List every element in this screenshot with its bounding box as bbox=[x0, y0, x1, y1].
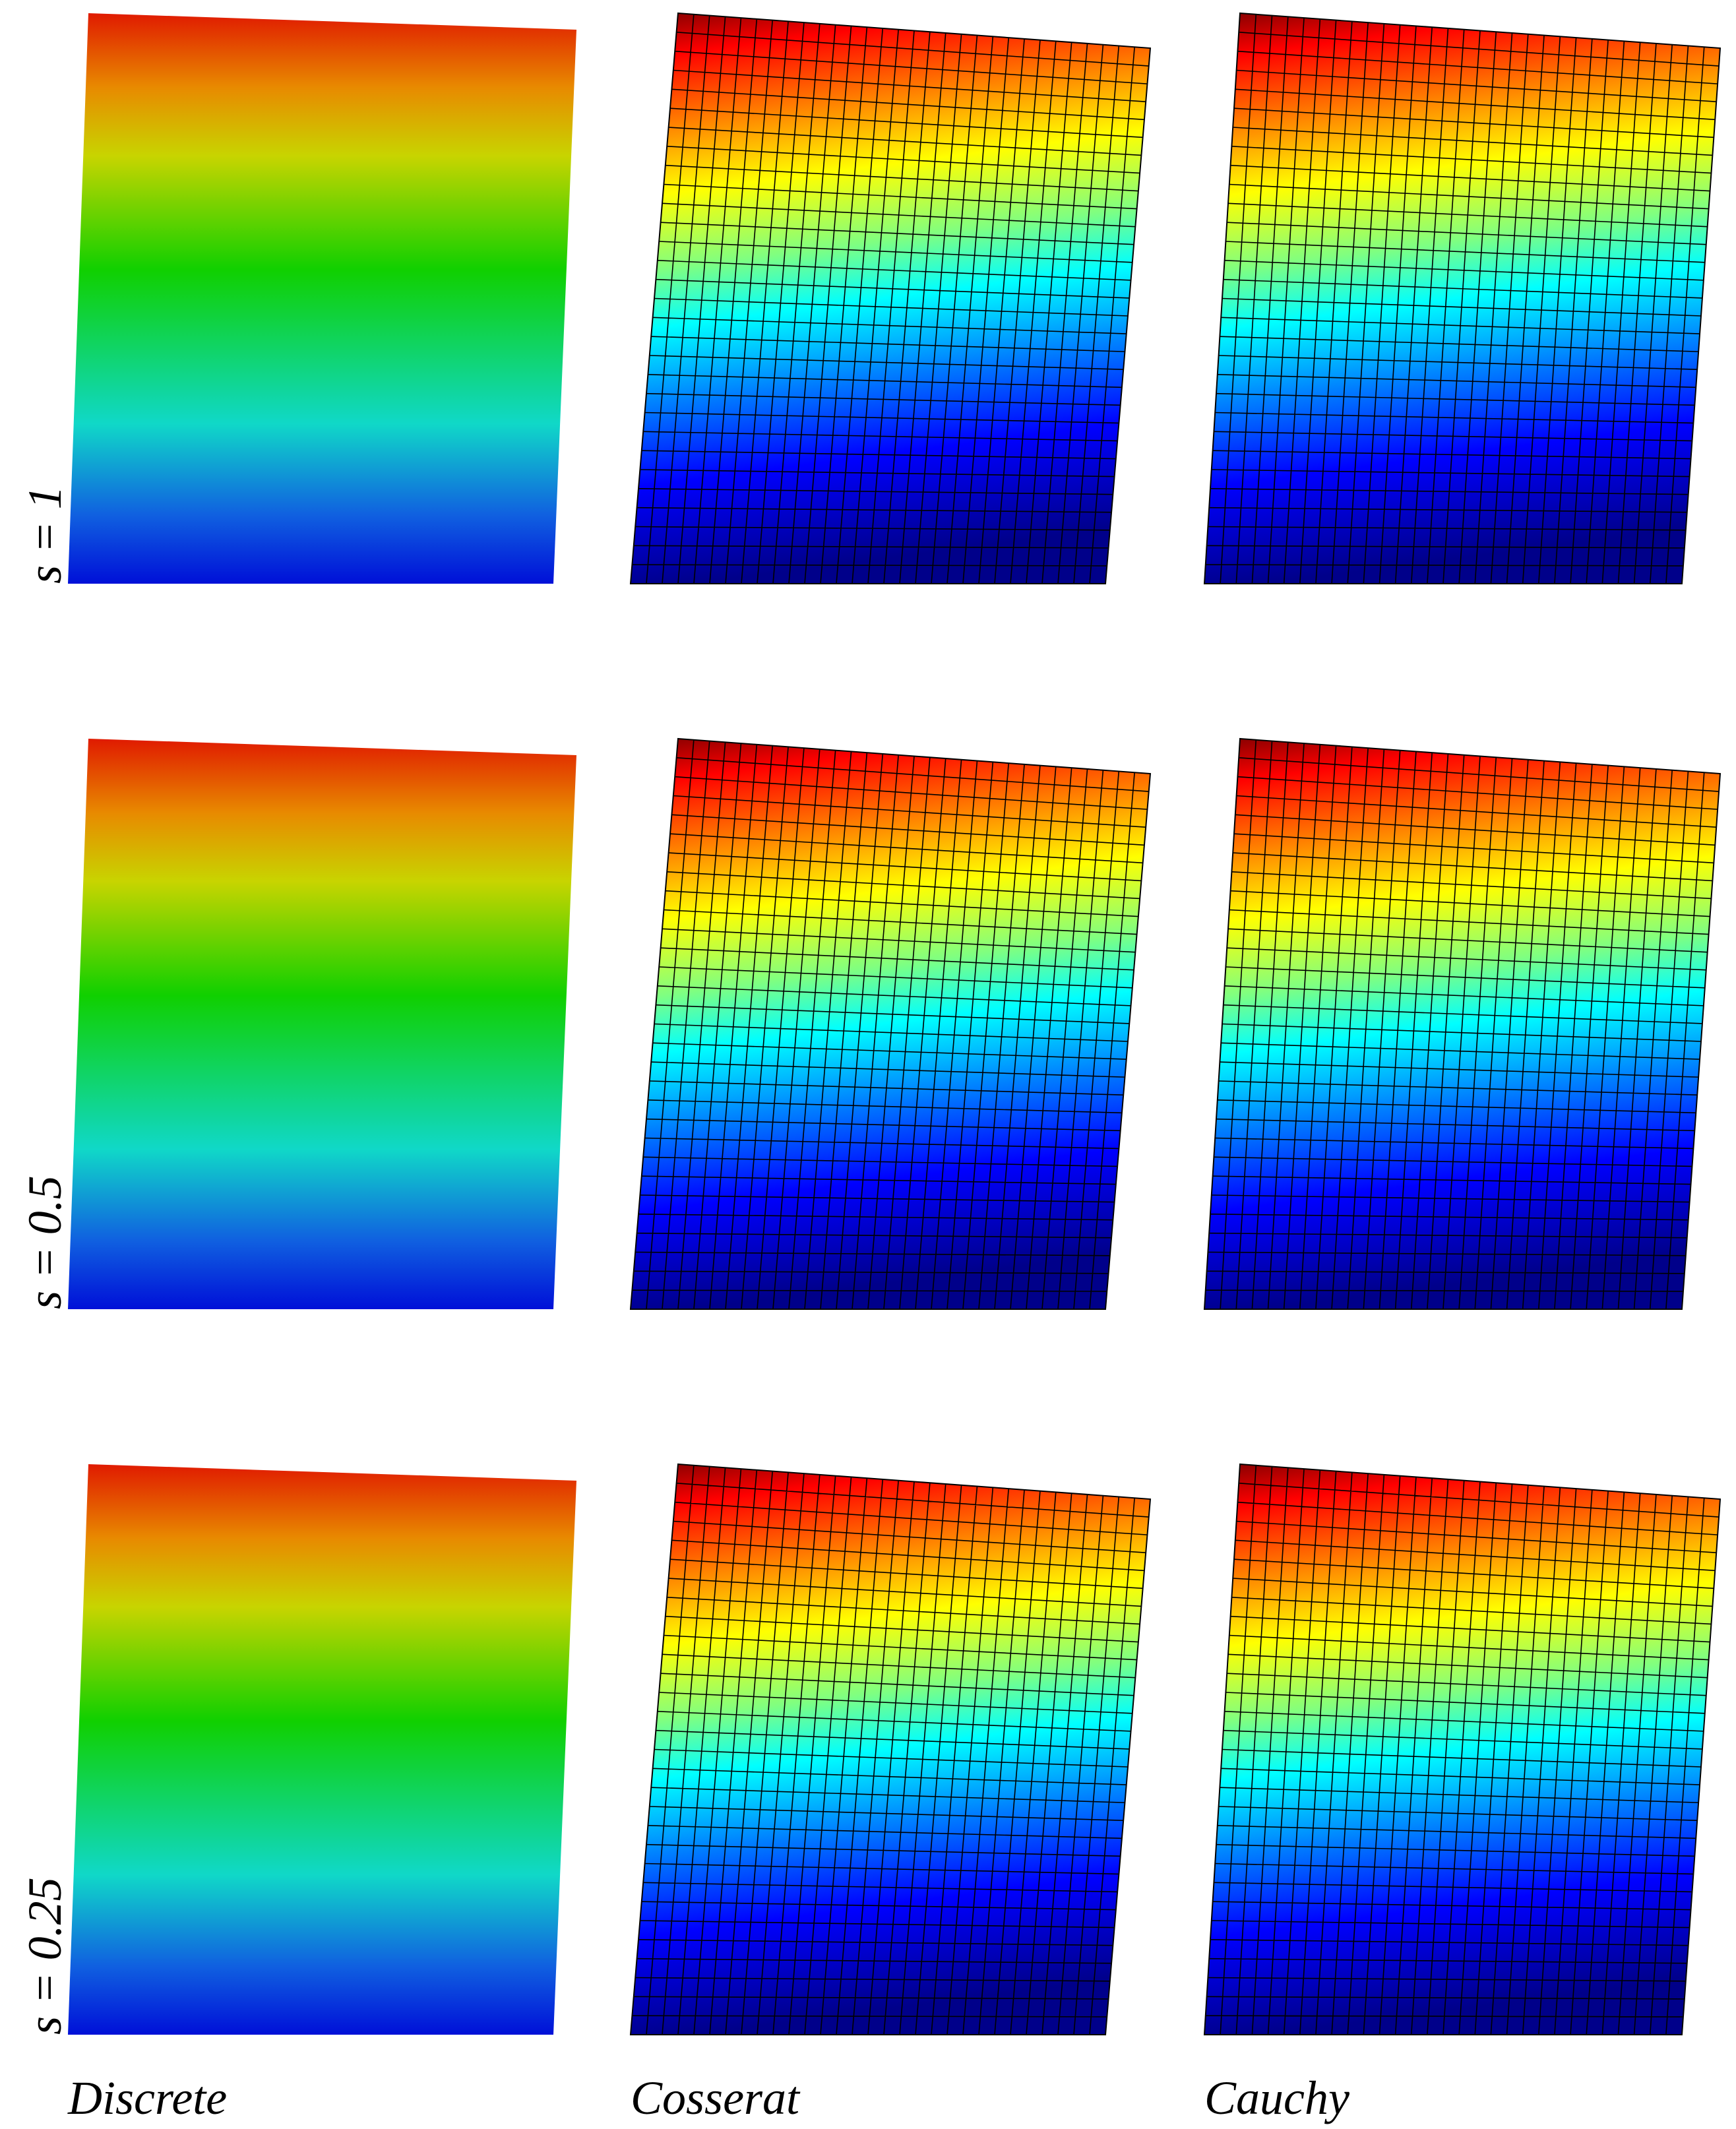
mesh-lines bbox=[1205, 14, 1720, 584]
continuum-panel bbox=[629, 12, 1152, 584]
column-label: Cosserat bbox=[631, 2072, 801, 2124]
continuum-panel bbox=[629, 737, 1152, 1310]
row-label: s = 0.5 bbox=[18, 1175, 71, 1309]
mesh-lines bbox=[632, 1465, 1149, 2035]
discrete-panel bbox=[68, 13, 576, 584]
row-label: s = 0.25 bbox=[18, 1877, 71, 2035]
column-label: Cauchy bbox=[1204, 2072, 1349, 2124]
column-label: Discrete bbox=[67, 2072, 227, 2124]
panels bbox=[68, 12, 1721, 2035]
mesh-lines bbox=[1205, 739, 1720, 1310]
discrete-panel bbox=[68, 739, 576, 1309]
mesh-lines bbox=[1205, 1465, 1720, 2035]
mesh-lines bbox=[632, 14, 1149, 584]
row-label: s = 1 bbox=[18, 485, 71, 584]
continuum-panel bbox=[629, 1463, 1152, 2035]
discrete-panel bbox=[68, 1464, 576, 2035]
mesh-lines bbox=[632, 739, 1149, 1310]
